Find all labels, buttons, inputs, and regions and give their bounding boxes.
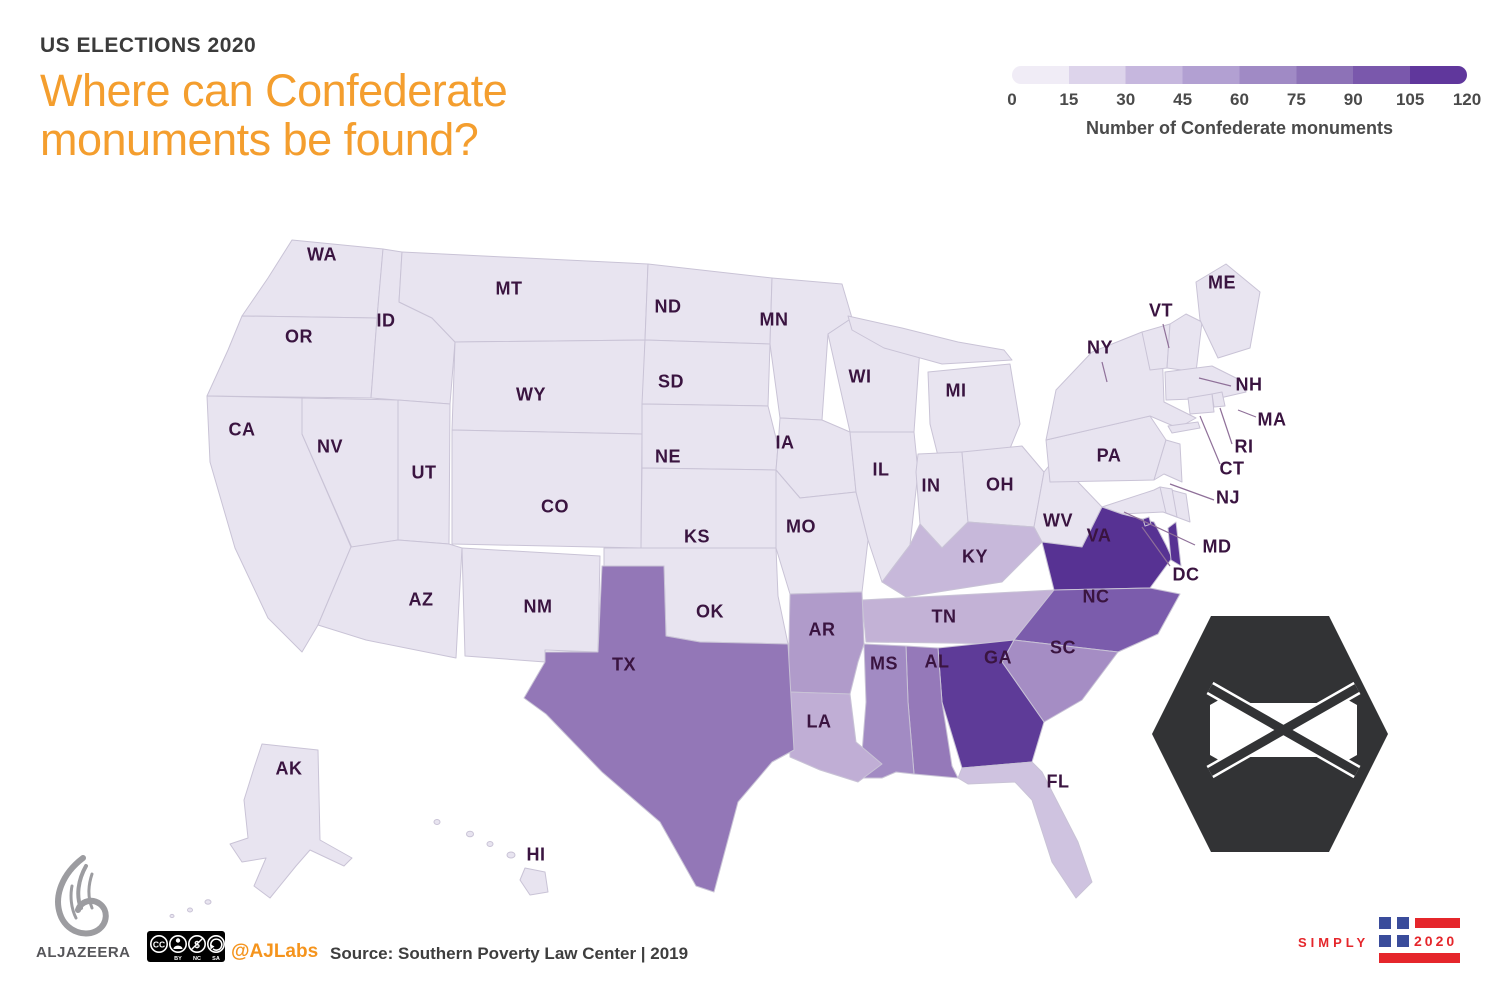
kicker: US ELECTIONS 2020 bbox=[40, 34, 257, 57]
flag-square bbox=[1379, 935, 1391, 947]
flag-square bbox=[1379, 917, 1391, 929]
state-ar bbox=[787, 591, 865, 695]
state-mn bbox=[769, 277, 853, 421]
page-title: Where can Confederate monuments be found… bbox=[40, 65, 508, 165]
legend-ticks: 0 15 30 45 60 75 90 105 120 bbox=[1007, 90, 1481, 112]
header: US ELECTIONS 2020 Where can Confederate … bbox=[40, 34, 508, 165]
color-legend: 0 15 30 45 60 75 90 105 120 Number of Confederat… bbox=[1007, 66, 1481, 139]
state-va-eastern-shore bbox=[1167, 521, 1182, 567]
aljazeera-logo-icon bbox=[55, 855, 109, 937]
state-tx bbox=[523, 565, 795, 893]
state-mo bbox=[775, 469, 869, 595]
state-ut bbox=[397, 399, 451, 545]
state-nj bbox=[1153, 439, 1183, 483]
title-line-2: monuments be found? bbox=[40, 114, 479, 165]
state-co bbox=[451, 429, 643, 549]
hawaii-big-island bbox=[519, 867, 549, 896]
aleutian-island bbox=[204, 899, 212, 905]
simply-year: 2020 bbox=[1414, 933, 1458, 949]
state-sd bbox=[641, 339, 771, 407]
state-la bbox=[787, 691, 883, 783]
svg-text:NC: NC bbox=[193, 956, 201, 962]
state-nm bbox=[461, 547, 601, 663]
state-ms bbox=[859, 643, 915, 779]
state-de bbox=[1159, 486, 1178, 518]
state-ct bbox=[1187, 393, 1215, 415]
simply-wordmark: SIMPLY bbox=[1298, 935, 1370, 950]
hawaii-island bbox=[433, 819, 441, 825]
legend-tick-105: 105 bbox=[1395, 90, 1425, 109]
legend-tick-75: 75 bbox=[1286, 90, 1306, 109]
aleutian-island bbox=[187, 907, 193, 913]
state-wy bbox=[451, 339, 646, 435]
state-me bbox=[1195, 263, 1261, 359]
ajlabs-handle: @AJLabs bbox=[231, 941, 319, 962]
state-fl bbox=[957, 761, 1093, 899]
aleutian-island bbox=[169, 913, 175, 919]
hawaii-island bbox=[486, 841, 494, 847]
legend-tick-0: 0 bbox=[1007, 90, 1017, 109]
legend-tick-120: 120 bbox=[1452, 90, 1482, 109]
state-ga bbox=[937, 639, 1045, 769]
svg-text:CC: CC bbox=[153, 940, 165, 950]
legend-tick-30: 30 bbox=[1116, 90, 1136, 109]
legend-tick-15: 15 bbox=[1059, 90, 1079, 109]
hawaii-island bbox=[466, 830, 474, 838]
state-ak bbox=[229, 743, 353, 899]
svg-text:BY: BY bbox=[174, 956, 182, 962]
legend-caption: Number of Confederate monuments bbox=[1085, 118, 1394, 138]
state-az bbox=[317, 539, 463, 659]
confederate-flag-hexagon-icon bbox=[1152, 616, 1388, 852]
creative-commons-badge: CC $ BY NC SA bbox=[147, 931, 225, 962]
aljazeera-wordmark: ALJAZEERA bbox=[36, 944, 131, 961]
flag-square bbox=[1397, 935, 1409, 947]
legend-tick-60: 60 bbox=[1230, 90, 1249, 109]
state-nd bbox=[644, 263, 773, 345]
state-ma bbox=[1164, 365, 1247, 401]
hawaii-island bbox=[506, 851, 516, 859]
callout-lines bbox=[1101, 323, 1257, 567]
source-credit: Source: Southern Poverty Law Center | 20… bbox=[330, 944, 689, 963]
flag-glyph bbox=[1206, 681, 1361, 779]
legend-gradient-bar bbox=[1012, 66, 1467, 84]
title-line-1: Where can Confederate bbox=[40, 65, 508, 116]
flag-stripe bbox=[1379, 953, 1460, 963]
state-nh bbox=[1166, 313, 1203, 373]
state-or bbox=[206, 315, 378, 399]
state-ks bbox=[640, 467, 777, 549]
long-island bbox=[1167, 421, 1201, 434]
flag-stripe bbox=[1415, 918, 1460, 928]
legend-tick-45: 45 bbox=[1173, 90, 1193, 109]
svg-text:SA: SA bbox=[212, 956, 220, 962]
svg-text:$: $ bbox=[194, 940, 200, 951]
state-mi-upper bbox=[847, 315, 1013, 365]
state-wa bbox=[241, 239, 384, 319]
state-ky bbox=[881, 521, 1043, 598]
state-oh bbox=[961, 445, 1045, 528]
state-ne bbox=[641, 403, 779, 471]
flag-square bbox=[1397, 917, 1409, 929]
simply-2020-logo: SIMPLY 2020 bbox=[1298, 915, 1462, 965]
legend-tick-90: 90 bbox=[1343, 90, 1363, 109]
